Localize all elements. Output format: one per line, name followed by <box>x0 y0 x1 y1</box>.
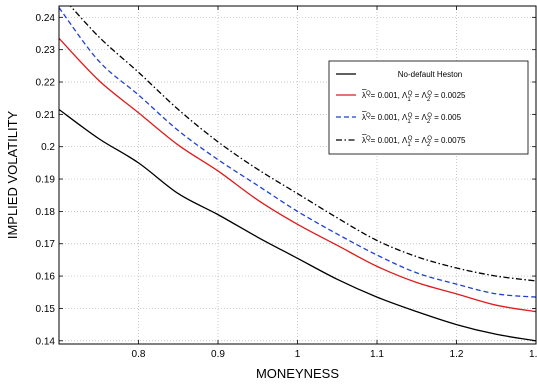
legend-label-2: λQ= 0.001, Λ1Q = Λ2Q = 0.0025 <box>362 91 466 103</box>
x-tick-label: 0.9 <box>211 349 225 360</box>
y-tick-label: 0.21 <box>36 110 56 121</box>
y-tick-label: 0.16 <box>36 272 56 283</box>
x-tick-label: 1.1 <box>370 349 384 360</box>
y-axis-title: IMPLIED VOLATILITY <box>5 111 20 240</box>
x-tick-label: 1 <box>295 349 301 360</box>
x-tick-label: 1.3 <box>529 349 537 360</box>
series-lines <box>59 6 536 342</box>
series-line-1 <box>59 108 536 342</box>
series-line-4 <box>69 6 536 282</box>
y-tick-label: 0.18 <box>36 207 56 218</box>
legend-box <box>328 60 529 155</box>
legend-label-4: λQ= 0.001, Λ1Q = Λ2Q = 0.0075 <box>362 136 466 148</box>
y-tick-label: 0.23 <box>36 45 56 56</box>
y-tick-label: 0.15 <box>36 304 56 315</box>
x-tick-label: 1.2 <box>450 349 464 360</box>
axis-ticks: 0.8 0.9 1 1.1 1.2 1.3 0.14 0.15 0.16 0.17 0.18 0.19… <box>36 6 537 360</box>
y-tick-label: 0.19 <box>36 175 56 186</box>
y-tick-label: 0.2 <box>41 142 55 153</box>
legend: No-default Heston λQ= 0.001, Λ1Q = Λ2Q = … <box>328 60 529 155</box>
series-line-3 <box>59 7 536 298</box>
x-tick-label: 0.8 <box>132 349 146 360</box>
x-axis-title: MONEYNESS <box>256 366 339 381</box>
y-tick-label: 0.22 <box>36 78 56 89</box>
y-tick-label: 0.14 <box>36 336 56 347</box>
legend-label-3: λQ= 0.001, Λ1Q = Λ2Q = 0.005 <box>362 113 462 125</box>
y-tick-label: 0.17 <box>36 239 56 250</box>
y-tick-label: 0.24 <box>36 13 56 24</box>
legend-label-1: No-default Heston <box>398 70 462 79</box>
series-line-2 <box>59 37 536 313</box>
